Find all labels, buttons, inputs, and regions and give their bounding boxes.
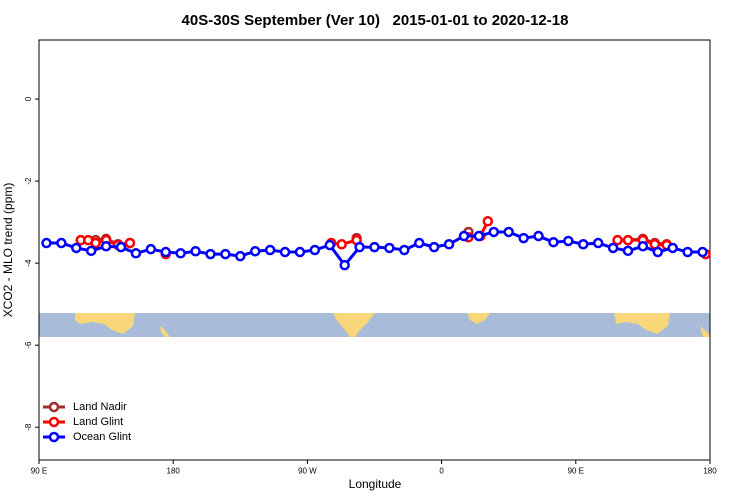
point bbox=[578, 239, 589, 250]
point bbox=[399, 244, 410, 256]
point bbox=[41, 237, 52, 249]
point bbox=[324, 239, 336, 251]
point bbox=[294, 246, 306, 258]
point bbox=[482, 216, 494, 227]
point bbox=[309, 244, 321, 256]
point bbox=[85, 245, 97, 257]
point bbox=[612, 234, 623, 246]
chart-title: 40S-30S September (Ver 10) 2015-01-01 to… bbox=[182, 12, 569, 29]
point bbox=[667, 242, 678, 254]
y-axis-label: XCO2 - MLO trend (ppm) bbox=[1, 183, 15, 318]
x-tick-label: 90 E bbox=[568, 467, 584, 476]
point bbox=[413, 237, 425, 249]
x-tick-label: 90 E bbox=[31, 467, 47, 476]
point bbox=[190, 245, 201, 257]
x-tick-label: 180 bbox=[703, 467, 717, 476]
point bbox=[130, 248, 142, 259]
y-tick-label: -6 bbox=[24, 341, 33, 349]
point bbox=[249, 245, 261, 257]
y-tick-label: -2 bbox=[24, 177, 33, 185]
point bbox=[458, 230, 470, 242]
point bbox=[56, 237, 67, 249]
point bbox=[652, 246, 664, 258]
x-tick-label: 0 bbox=[439, 467, 444, 476]
point bbox=[518, 232, 529, 244]
map-band bbox=[39, 313, 710, 337]
point bbox=[473, 230, 485, 242]
point bbox=[90, 237, 101, 249]
legend-marker bbox=[48, 431, 60, 443]
point bbox=[384, 242, 395, 254]
point bbox=[336, 239, 347, 250]
legend-label: Land Nadir bbox=[73, 401, 127, 413]
point bbox=[622, 234, 634, 246]
y-tick-label: -4 bbox=[24, 259, 33, 267]
point bbox=[279, 246, 291, 258]
x-axis-label: Longitude bbox=[349, 477, 402, 491]
point bbox=[124, 237, 136, 249]
point bbox=[264, 244, 276, 256]
point bbox=[607, 242, 619, 254]
point bbox=[443, 239, 455, 250]
x-tick-label: 90 W bbox=[298, 467, 317, 476]
point bbox=[71, 242, 82, 254]
y-tick-label: -8 bbox=[24, 423, 33, 431]
legend-label: Land Glint bbox=[73, 416, 123, 428]
y-tick-label: 0 bbox=[24, 96, 33, 101]
point bbox=[563, 235, 574, 247]
point bbox=[205, 248, 216, 260]
legend-marker bbox=[48, 416, 60, 428]
point bbox=[115, 241, 127, 253]
x-tick-label: 180 bbox=[167, 467, 181, 476]
point bbox=[637, 241, 649, 252]
point bbox=[428, 241, 440, 253]
plot-frame bbox=[38, 39, 711, 461]
point bbox=[160, 246, 171, 258]
point bbox=[220, 248, 231, 260]
point bbox=[548, 236, 559, 248]
point bbox=[354, 241, 365, 253]
point bbox=[235, 250, 246, 262]
legend-label: Ocean Glint bbox=[73, 431, 131, 443]
point bbox=[697, 246, 708, 258]
point bbox=[682, 246, 693, 258]
legend-marker bbox=[48, 401, 60, 413]
point bbox=[622, 245, 634, 257]
point bbox=[533, 230, 544, 242]
point bbox=[592, 237, 604, 249]
point bbox=[100, 241, 112, 252]
point bbox=[503, 226, 514, 238]
point bbox=[145, 243, 157, 255]
point bbox=[339, 259, 350, 271]
point bbox=[175, 248, 186, 259]
point bbox=[488, 226, 500, 238]
point bbox=[369, 241, 380, 253]
